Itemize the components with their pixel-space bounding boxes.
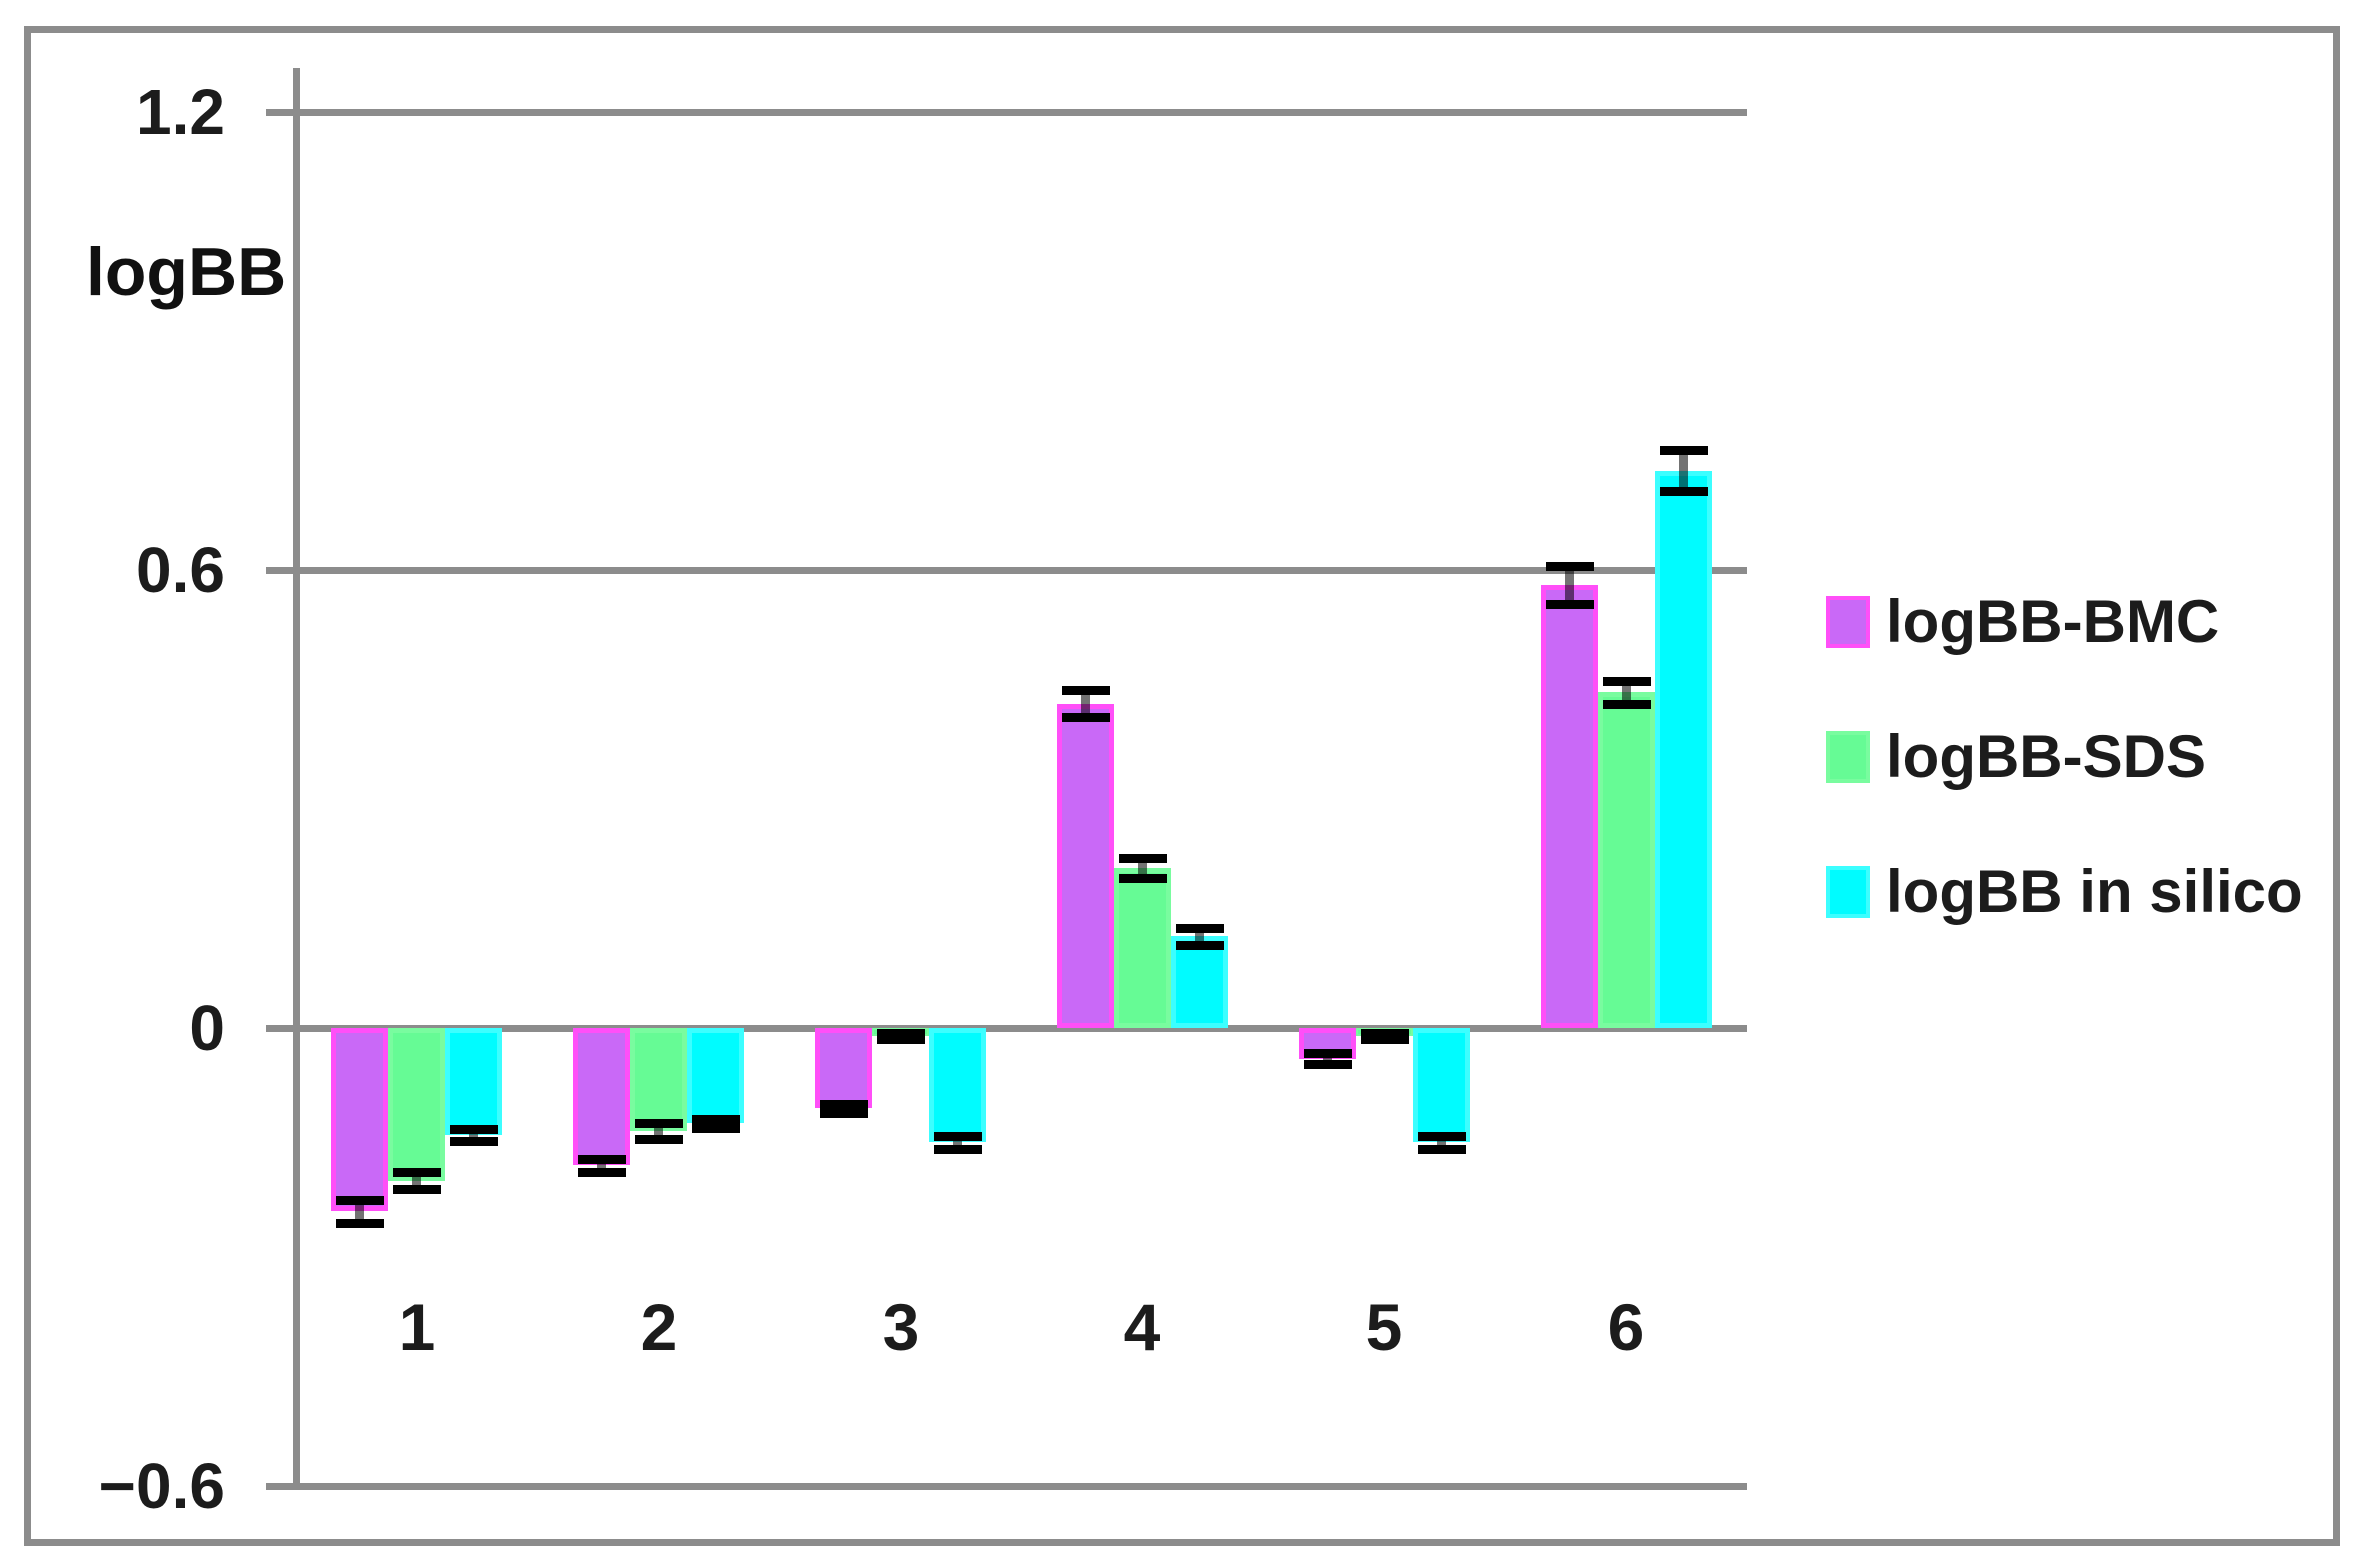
y-axis-title: logBB: [86, 234, 287, 310]
y-axis-tick: [266, 109, 296, 116]
x-tick-label: 4: [1123, 1290, 1161, 1364]
legend-item: logBB-SDS: [1826, 724, 2206, 790]
gridline: [296, 109, 1747, 116]
error-bar-cap: [1361, 1029, 1409, 1038]
legend-swatch-icon: [1826, 596, 1870, 648]
bar-logbb-in-silico: [1413, 1028, 1470, 1142]
error-bar-cap: [692, 1124, 740, 1133]
error-bar-cap: [1418, 1132, 1466, 1141]
y-axis-tick: [266, 1025, 296, 1032]
x-tick-label: 2: [640, 1290, 678, 1364]
error-bar-cap: [1660, 487, 1708, 496]
bar-logbb-sds: [1598, 692, 1655, 1028]
error-bar-cap: [934, 1132, 982, 1141]
error-bar-cap: [635, 1135, 683, 1144]
error-bar-cap: [1660, 446, 1708, 455]
y-tick-label: 1.2: [136, 76, 225, 148]
bar-logbb-sds: [630, 1028, 687, 1131]
x-tick-label: 5: [1365, 1290, 1403, 1364]
x-tick-label: 1: [398, 1290, 436, 1364]
error-bar-stem: [469, 1129, 478, 1141]
error-bar-cap: [1119, 874, 1167, 883]
legend-item: logBB-BMC: [1826, 589, 2219, 655]
error-bar-stem: [1081, 690, 1090, 717]
gridline: [296, 1025, 1747, 1032]
bar-logbb-in-silico: [929, 1028, 986, 1142]
error-bar-cap: [450, 1137, 498, 1146]
error-bar-cap: [578, 1168, 626, 1177]
x-tick-label: 6: [1607, 1290, 1645, 1364]
bar-logbb-bmc: [1541, 585, 1598, 1028]
error-bar-cap: [1304, 1060, 1352, 1069]
y-tick-label: 0: [189, 992, 225, 1064]
error-bar-cap: [393, 1168, 441, 1177]
error-bar-stem: [1565, 566, 1574, 604]
bar-logbb-bmc: [815, 1028, 872, 1108]
error-bar-stem: [355, 1200, 364, 1223]
y-axis-line: [293, 68, 300, 1489]
error-bar-cap: [877, 1029, 925, 1038]
error-bar-cap: [336, 1196, 384, 1205]
legend-item: logBB in silico: [1826, 859, 2303, 925]
legend-label: logBB-BMC: [1886, 588, 2220, 655]
error-bar-stem: [412, 1172, 421, 1189]
error-bar-cap: [1603, 700, 1651, 709]
error-bar-cap: [1418, 1145, 1466, 1154]
error-bar-cap: [1361, 1035, 1409, 1044]
error-bar-cap: [820, 1100, 868, 1109]
bar-logbb-sds: [388, 1028, 445, 1181]
error-bar-stem: [1195, 928, 1204, 945]
error-bar-cap: [393, 1185, 441, 1194]
legend-label: logBB-SDS: [1886, 723, 2206, 790]
legend-swatch-icon: [1826, 866, 1870, 918]
error-bar-stem: [953, 1136, 962, 1149]
error-bar-cap: [1546, 562, 1594, 571]
error-bar-cap: [877, 1035, 925, 1044]
gridline: [296, 567, 1747, 574]
bar-logbb-in-silico: [445, 1028, 502, 1135]
error-bar-stem: [1323, 1053, 1332, 1064]
error-bar-cap: [692, 1115, 740, 1124]
bar-logbb-bmc: [1057, 704, 1114, 1028]
bar-logbb-sds: [1114, 868, 1171, 1028]
y-axis-tick: [266, 567, 296, 574]
error-bar-stem: [1622, 681, 1631, 704]
error-bar-cap: [336, 1219, 384, 1228]
bar-logbb-bmc: [331, 1028, 388, 1211]
error-bar-cap: [1119, 854, 1167, 863]
error-bar-cap: [635, 1119, 683, 1128]
error-bar-stem: [597, 1159, 606, 1172]
error-bar-cap: [934, 1145, 982, 1154]
error-bar-cap: [1546, 600, 1594, 609]
error-bar-cap: [1304, 1049, 1352, 1058]
error-bar-cap: [1176, 924, 1224, 933]
x-tick-label: 3: [882, 1290, 920, 1364]
error-bar-cap: [820, 1109, 868, 1118]
bar-logbb-in-silico: [687, 1028, 744, 1123]
y-axis-tick: [266, 1483, 296, 1490]
chart-frame: [24, 26, 2340, 1546]
error-bar-stem: [1679, 450, 1688, 491]
y-tick-label: −0.6: [98, 1450, 225, 1522]
error-bar-cap: [1062, 713, 1110, 722]
error-bar-stem: [1138, 858, 1147, 878]
error-bar-stem: [654, 1123, 663, 1139]
bar-logbb-bmc: [573, 1028, 630, 1165]
error-bar-cap: [450, 1125, 498, 1134]
bar-logbb-in-silico: [1655, 471, 1712, 1028]
gridline: [296, 1483, 1747, 1490]
error-bar-cap: [1603, 677, 1651, 686]
legend-swatch-icon: [1826, 731, 1870, 783]
error-bar-cap: [1176, 941, 1224, 950]
error-bar-cap: [578, 1155, 626, 1164]
error-bar-stem: [1437, 1136, 1446, 1149]
y-tick-label: 0.6: [136, 534, 225, 606]
legend-label: logBB in silico: [1886, 858, 2303, 925]
error-bar-cap: [1062, 686, 1110, 695]
